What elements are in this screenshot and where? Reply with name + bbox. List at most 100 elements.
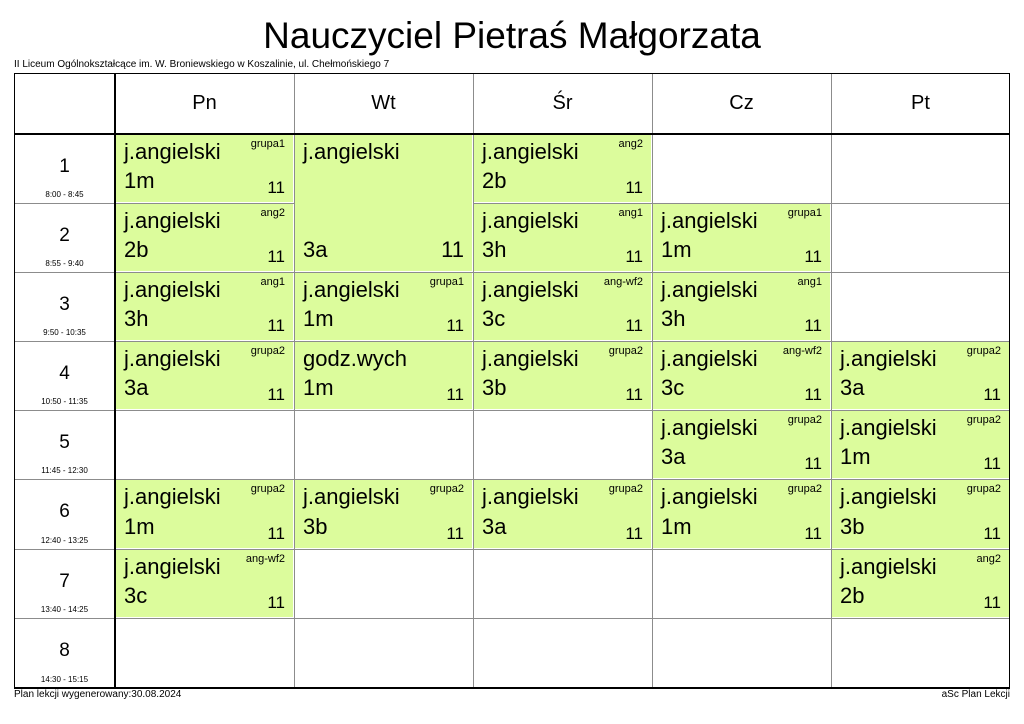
grid-line xyxy=(115,617,294,619)
period-time: 12:40 - 13:25 xyxy=(40,536,89,545)
lesson-cell[interactable]: j.angielski grupa2 3b 11 xyxy=(832,480,1009,548)
lesson-room: 11 xyxy=(983,385,1001,404)
lesson-subject: j.angielski xyxy=(303,139,400,164)
lesson-cell[interactable]: j.angielski ang2 2b 11 xyxy=(474,135,651,202)
lesson-cell[interactable]: j.angielski grupa1 1m 11 xyxy=(295,273,472,340)
grid-line xyxy=(115,202,294,204)
timetable-grid: j.angielski grupa1 1m 11 j.angielski ang2 2b 11… xyxy=(14,73,1010,689)
lesson-cell[interactable]: j.angielski grupa2 3b 11 xyxy=(474,342,651,409)
lesson-class: 3c xyxy=(661,375,685,400)
lesson-cell[interactable]: j.angielski ang1 3h 11 xyxy=(653,273,830,340)
border-line xyxy=(14,73,1010,74)
lesson-cell[interactable]: j.angielski grupa2 1m 11 xyxy=(832,411,1009,478)
lesson-room: 11 xyxy=(446,524,464,543)
lesson-subject: j.angielski xyxy=(303,277,400,302)
lesson-class: 3c xyxy=(482,306,506,331)
lesson-cell[interactable]: j.angielski ang-wf2 3c 11 xyxy=(116,550,293,617)
lesson-room: 11 xyxy=(441,237,464,262)
grid-line xyxy=(473,409,652,411)
day-header: Pn xyxy=(192,92,217,114)
grid-line xyxy=(473,271,652,273)
lesson-subject: j.angielski xyxy=(661,346,758,371)
grid-line xyxy=(294,617,473,619)
lesson-cell[interactable]: j.angielski ang-wf2 3c 11 xyxy=(474,273,651,340)
lesson-cell[interactable]: j.angielski ang2 2b 11 xyxy=(832,550,1009,617)
border-line xyxy=(1009,73,1010,689)
lesson-cell[interactable]: j.angielski ang2 2b 11 xyxy=(116,204,293,271)
app-name: aSc Plan Lekcji xyxy=(941,689,1010,700)
period-header: 6 12:40 - 13:25 xyxy=(14,479,115,549)
lesson-group: grupa2 xyxy=(250,483,285,495)
grid-line xyxy=(473,478,652,480)
lesson-room: 11 xyxy=(625,524,643,543)
lesson-subject: j.angielski xyxy=(482,277,579,302)
grid-line xyxy=(293,73,295,688)
grid-line xyxy=(115,409,294,411)
period-time: 13:40 - 14:25 xyxy=(40,605,89,614)
lesson-subject: j.angielski xyxy=(840,346,937,371)
lesson-subject: j.angielski xyxy=(482,208,579,233)
lesson-room: 11 xyxy=(267,178,285,197)
lesson-class: 3a xyxy=(661,444,686,469)
lesson-subject: j.angielski xyxy=(661,415,758,440)
lesson-class: 3a xyxy=(303,237,328,262)
lesson-room: 11 xyxy=(267,247,285,266)
lesson-subject: j.angielski xyxy=(840,415,937,440)
lesson-cell[interactable]: j.angielski 3a 11 xyxy=(295,135,472,271)
lesson-cell[interactable]: j.angielski grupa2 1m 11 xyxy=(653,480,830,548)
lesson-cell[interactable]: j.angielski grupa1 1m 11 xyxy=(116,135,293,202)
lesson-room: 11 xyxy=(804,524,822,543)
lesson-group: grupa2 xyxy=(429,483,464,495)
lesson-group: ang2 xyxy=(260,207,285,219)
day-header: Cz xyxy=(729,92,754,114)
lesson-cell[interactable]: j.angielski grupa2 3a 11 xyxy=(653,411,830,478)
border-line xyxy=(114,73,116,689)
lesson-group: grupa2 xyxy=(966,483,1001,495)
lesson-group: grupa1 xyxy=(250,138,285,150)
grid-line xyxy=(14,617,115,619)
grid-line xyxy=(830,73,832,688)
lesson-group: ang-wf2 xyxy=(603,276,643,288)
grid-line xyxy=(115,340,294,342)
lesson-cell[interactable]: j.angielski grupa2 3a 11 xyxy=(832,342,1009,409)
grid-line xyxy=(473,548,652,550)
lesson-cell[interactable]: j.angielski grupa2 3a 11 xyxy=(474,480,651,548)
grid-line xyxy=(831,409,1010,411)
lesson-group: ang1 xyxy=(260,276,285,288)
lesson-group: grupa1 xyxy=(429,276,464,288)
lesson-room: 11 xyxy=(804,247,822,266)
lesson-group: grupa2 xyxy=(966,414,1001,426)
grid-line xyxy=(652,617,831,619)
lesson-subject: godz.wych xyxy=(303,346,407,371)
day-header: Śr xyxy=(552,92,573,114)
period-time: 9:50 - 10:35 xyxy=(43,328,86,337)
period-number: 8 xyxy=(59,640,70,661)
lesson-cell[interactable]: j.angielski grupa2 3a 11 xyxy=(116,342,293,409)
period-number: 3 xyxy=(59,294,70,315)
period-time: 8:00 - 8:45 xyxy=(45,190,84,199)
lesson-cell[interactable]: j.angielski ang1 3h 11 xyxy=(474,204,651,271)
lesson-class: 1m xyxy=(303,375,334,400)
period-number: 2 xyxy=(59,225,70,246)
lesson-class: 1m xyxy=(661,514,692,539)
grid-line xyxy=(473,340,652,342)
lesson-room: 11 xyxy=(804,316,822,335)
lesson-class: 1m xyxy=(124,514,155,539)
period-time: 14:30 - 15:15 xyxy=(40,675,89,684)
grid-line xyxy=(14,340,115,342)
lesson-group: ang2 xyxy=(976,553,1001,565)
lesson-cell[interactable]: godz.wych 1m 11 xyxy=(295,342,472,409)
lesson-cell[interactable]: j.angielski grupa2 1m 11 xyxy=(116,480,293,548)
grid-line xyxy=(294,478,473,480)
lesson-cell[interactable]: j.angielski ang1 3h 11 xyxy=(116,273,293,340)
grid-line xyxy=(294,271,473,273)
lesson-cell[interactable]: j.angielski grupa1 1m 11 xyxy=(653,204,830,271)
period-header: 1 8:00 - 8:45 xyxy=(14,134,115,203)
lesson-subject: j.angielski xyxy=(661,208,758,233)
lesson-cell[interactable]: j.angielski grupa2 3b 11 xyxy=(295,480,472,548)
lesson-cell[interactable]: j.angielski ang-wf2 3c 11 xyxy=(653,342,830,409)
lesson-group: ang-wf2 xyxy=(782,345,822,357)
lesson-subject: j.angielski xyxy=(124,208,221,233)
lesson-class: 2b xyxy=(124,237,149,262)
lesson-class: 1m xyxy=(124,168,155,193)
